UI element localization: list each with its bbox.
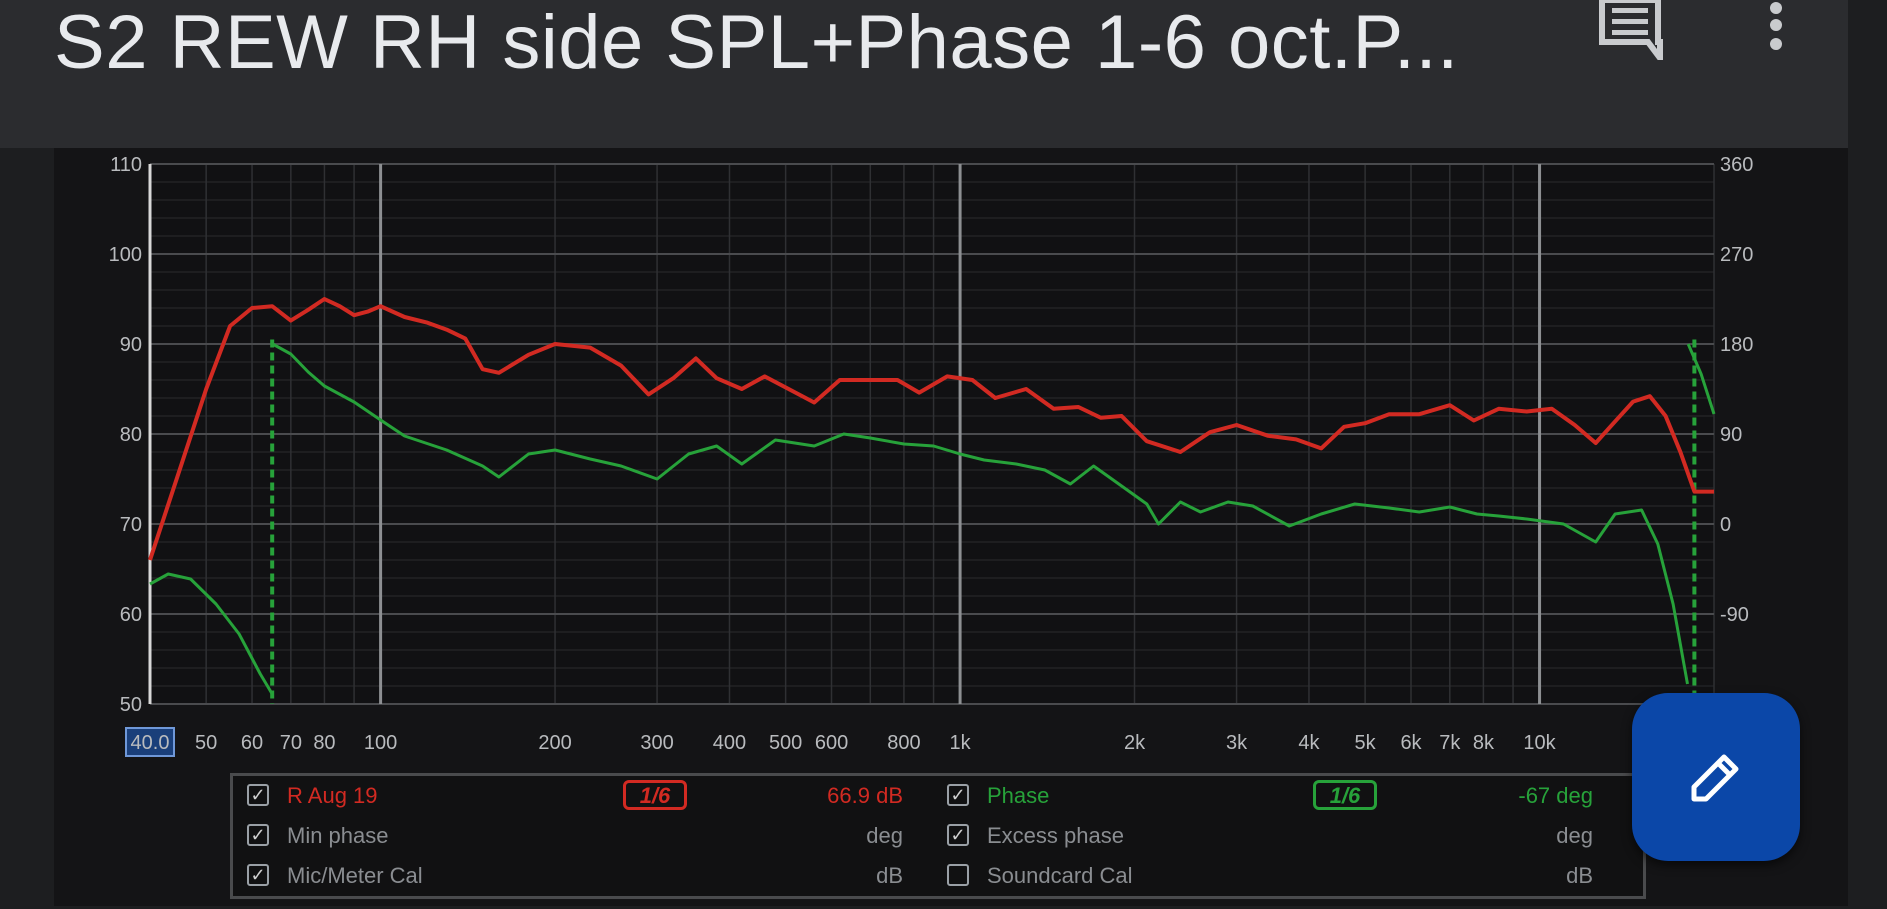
- legend-label-min-phase: Min phase: [287, 823, 389, 848]
- legend-unit-excess-phase: deg: [1556, 823, 1593, 848]
- x-tick-label: 60: [241, 732, 263, 754]
- more-vert-icon[interactable]: [1758, 0, 1794, 60]
- x-range-start-box: [125, 727, 175, 757]
- x-tick-label: 500: [769, 732, 802, 754]
- comment-icon[interactable]: [1598, 0, 1664, 67]
- series-line-spl: [148, 297, 1714, 561]
- legend-checkbox-min-phase[interactable]: ✓: [247, 824, 269, 846]
- legend-label-soundcard-cal: Soundcard Cal: [987, 863, 1133, 888]
- smoothing-badge-phase[interactable]: 1/6: [1313, 780, 1377, 810]
- top-app-bar: S2 REW RH side SPL+Phase 1-6 oct.P...: [0, 0, 1848, 148]
- legend-row-3: ✓ Mic/Meter Cal dB Soundcard Cal dB: [233, 856, 1643, 896]
- legend-checkbox-excess-phase[interactable]: ✓: [947, 824, 969, 846]
- x-tick-label: 200: [538, 732, 571, 754]
- legend-checkbox-mic-cal[interactable]: ✓: [247, 864, 269, 886]
- x-tick-label: 10k: [1523, 732, 1556, 754]
- x-tick-label: 40.0: [131, 732, 170, 754]
- x-tick-label: 7k: [1439, 732, 1461, 754]
- y-tick-label: 90: [120, 334, 142, 356]
- x-tick-label: 4k: [1298, 732, 1320, 754]
- y-tick-label: 60: [120, 604, 142, 626]
- legend-checkbox-phase[interactable]: ✓: [947, 784, 969, 806]
- x-tick-label: 8k: [1473, 732, 1495, 754]
- x-tick-label: 2k: [1124, 732, 1146, 754]
- pencil-icon: [1691, 754, 1739, 802]
- x-tick-label: 5k: [1355, 732, 1377, 754]
- x-tick-label: 1k: [950, 732, 972, 754]
- x-tick-label: 6k: [1400, 732, 1422, 754]
- legend-row-2: ✓ Min phase deg ✓ Excess phase deg: [233, 816, 1643, 856]
- y-tick-label: 110: [110, 154, 142, 176]
- y2-tick-label: 270: [1720, 244, 1753, 266]
- y2-tick-label: -90: [1720, 604, 1749, 626]
- x-tick-label: 80: [313, 732, 335, 754]
- smoothing-badge-spl[interactable]: 1/6: [623, 780, 687, 810]
- x-tick-label: 100: [364, 732, 397, 754]
- spl-phase-chart: 110 100 90 80 70 60 50 360 270 180 90 0 -90 40.0 50 60 7…: [109, 154, 1753, 757]
- y2-tick-label: 90: [1720, 424, 1742, 446]
- graph-legend: ✓ R Aug 19 1/6 66.9 dB ✓ Phase 1/6 -67 d…: [230, 773, 1646, 899]
- x-tick-label: 70: [280, 732, 302, 754]
- x-tick-label: 300: [640, 732, 673, 754]
- series-line-phase: [271, 342, 1689, 685]
- y-tick-label: 80: [120, 424, 142, 446]
- series-line-phase: [1686, 343, 1716, 415]
- y2-tick-label: 180: [1720, 334, 1753, 356]
- legend-label-phase: Phase: [987, 783, 1050, 808]
- legend-value-spl: 66.9 dB: [827, 783, 903, 808]
- x-tick-label: 600: [815, 732, 848, 754]
- y-tick-label: 100: [109, 244, 142, 266]
- y2-tick-label: 360: [1720, 154, 1753, 176]
- y-tick-label: 70: [120, 514, 142, 536]
- legend-value-phase: -67 deg: [1518, 783, 1593, 808]
- legend-unit-min-phase: deg: [866, 823, 903, 848]
- series-line-phase: [149, 572, 274, 695]
- legend-unit-soundcard-cal: dB: [1566, 863, 1593, 888]
- x-tick-label: 50: [195, 732, 217, 754]
- legend-label-spl: R Aug 19: [287, 783, 378, 808]
- x-tick-label: 400: [713, 732, 746, 754]
- legend-checkbox-spl[interactable]: ✓: [247, 784, 269, 806]
- legend-label-mic-cal: Mic/Meter Cal: [287, 863, 423, 888]
- legend-unit-mic-cal: dB: [876, 863, 903, 888]
- legend-label-excess-phase: Excess phase: [987, 823, 1124, 848]
- legend-row-1: ✓ R Aug 19 1/6 66.9 dB ✓ Phase 1/6 -67 d…: [233, 776, 1643, 816]
- y2-tick-label: 0: [1720, 514, 1731, 536]
- y-tick-label: 50: [120, 694, 142, 716]
- legend-checkbox-soundcard-cal[interactable]: [947, 864, 969, 886]
- x-tick-label: 800: [887, 732, 920, 754]
- document-title: S2 REW RH side SPL+Phase 1-6 oct.P...: [54, 0, 1459, 85]
- x-tick-label: 3k: [1226, 732, 1248, 754]
- edit-fab-button[interactable]: [1632, 693, 1800, 861]
